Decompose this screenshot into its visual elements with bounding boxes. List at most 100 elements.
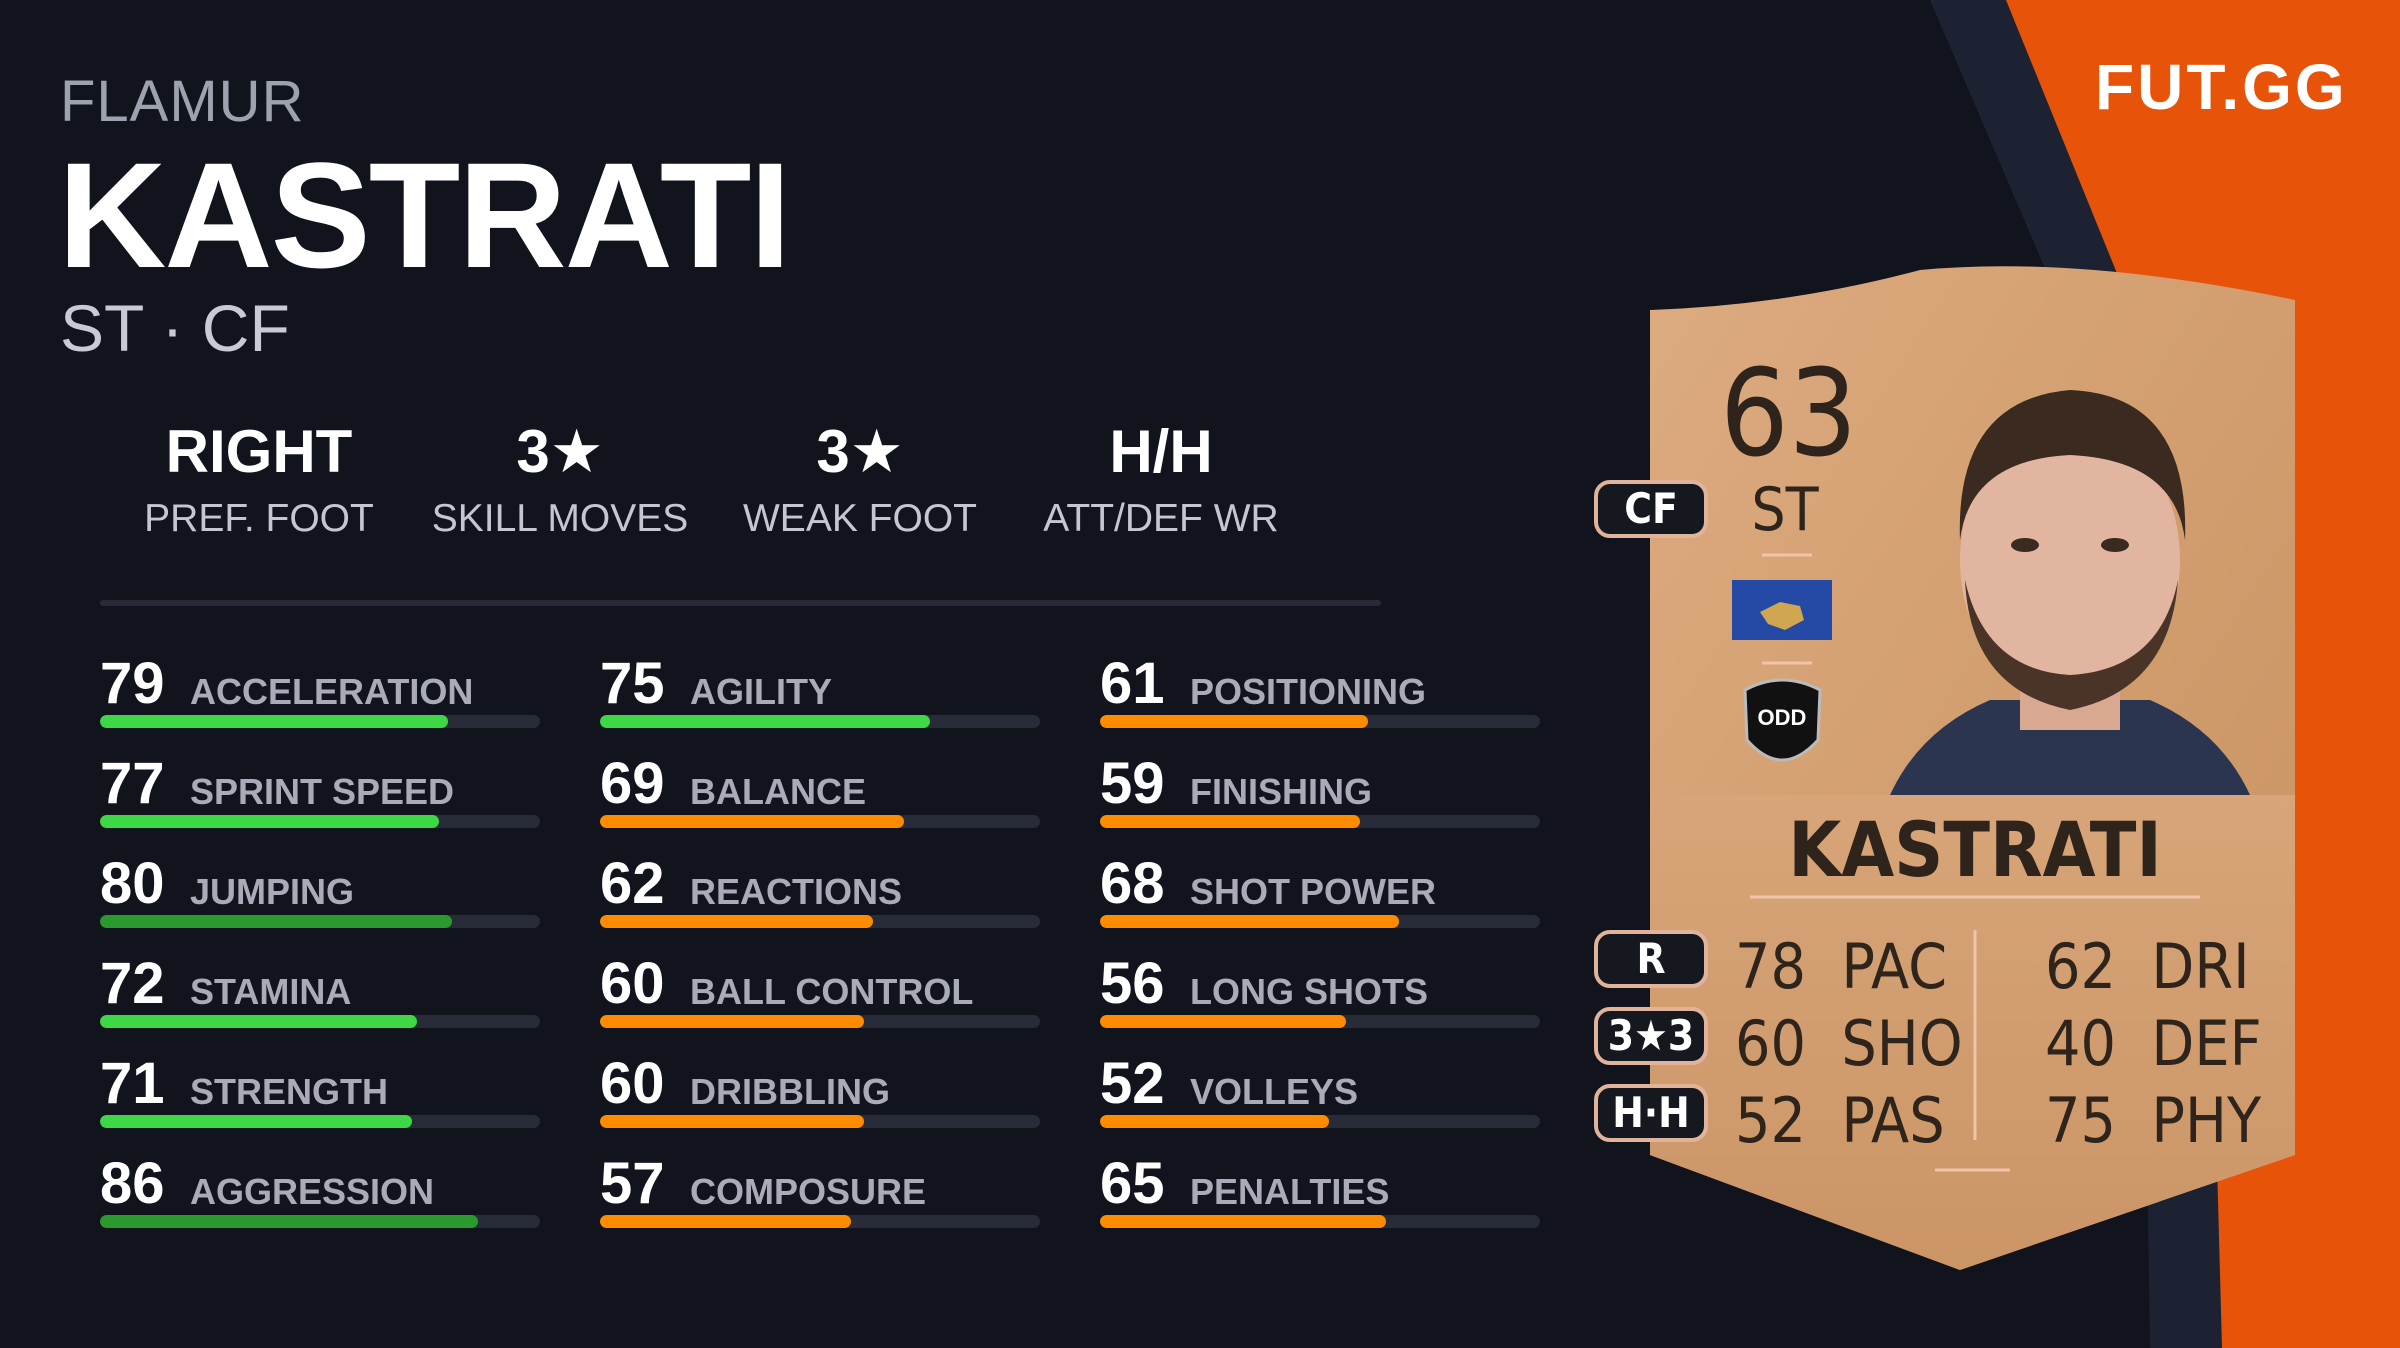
svg-text:ODD: ODD <box>1758 705 1807 730</box>
stat-value: 69 <box>600 751 665 816</box>
stat-value: 60 <box>600 1051 665 1116</box>
stat-bar <box>1100 915 1540 928</box>
card-stat-value: 52 <box>1735 1084 1806 1157</box>
stat-bar-fill <box>1100 1115 1329 1128</box>
stat-bar-fill <box>1100 715 1369 728</box>
stat-value: 72 <box>100 951 165 1016</box>
card-stat-label: SHO <box>1841 1007 1963 1080</box>
stat-value: 79 <box>100 651 165 716</box>
stat-value: 77 <box>100 751 165 816</box>
card-stat-pas: 52 PAS <box>1735 1084 1945 1157</box>
stat-bar <box>100 815 540 828</box>
stat-bar-fill <box>100 1015 417 1028</box>
card-stat-def: 40 DEF <box>2045 1007 2262 1080</box>
stat-bar <box>600 815 1040 828</box>
stat-bar-fill <box>600 815 904 828</box>
card-stat-value: 40 <box>2045 1007 2116 1080</box>
stat-label: FINISHING <box>1190 771 1373 812</box>
info-value: RIGHT <box>165 418 353 485</box>
stat-label: VOLLEYS <box>1190 1071 1359 1112</box>
stat-agility: 75 AGILITY <box>600 655 1040 745</box>
stat-ball-control: 60 BALL CONTROL <box>600 955 1040 1045</box>
stat-composure: 57 COMPOSURE <box>600 1155 1040 1245</box>
alt-position-pill: CF <box>1594 480 1708 538</box>
card-name: KASTRATI <box>1788 805 2162 894</box>
stat-label: SPRINT SPEED <box>190 771 455 812</box>
info-label: PREF. FOOT <box>144 497 374 540</box>
card-stat-phy: 75 PHY <box>2045 1084 2261 1157</box>
stat-penalties: 65 PENALTIES <box>1100 1155 1540 1245</box>
info-value: 3★ <box>816 418 904 485</box>
stat-label: AGILITY <box>690 671 832 712</box>
stat-jumping: 80 JUMPING <box>100 855 540 945</box>
stat-label: ACCELERATION <box>190 671 474 712</box>
card-rating: 63 <box>1720 345 1858 484</box>
stat-bar <box>100 715 540 728</box>
work-rate-pill: H·H <box>1594 1084 1708 1142</box>
card-stat-value: 60 <box>1735 1007 1806 1080</box>
stat-bar-fill <box>1100 915 1400 928</box>
info-value: 3★ <box>516 418 604 485</box>
stat-bar-fill <box>100 1215 479 1228</box>
first-name: FLAMUR <box>60 69 305 134</box>
stat-value: 57 <box>600 1151 665 1216</box>
card-position: ST <box>1751 475 1819 545</box>
stat-strength: 71 STRENGTH <box>100 1055 540 1145</box>
stat-label: SHOT POWER <box>1190 871 1437 912</box>
stat-bar <box>1100 1215 1540 1228</box>
stat-label: STRENGTH <box>190 1071 388 1112</box>
card-stat-sho: 60 SHO <box>1735 1007 1963 1080</box>
stat-value: 86 <box>100 1151 165 1216</box>
stat-bar <box>600 715 1040 728</box>
stat-acceleration: 79 ACCELERATION <box>100 655 540 745</box>
stat-value: 71 <box>100 1051 165 1116</box>
stat-bar-fill <box>600 1115 864 1128</box>
stat-label: STAMINA <box>190 971 352 1012</box>
stat-dribbling: 60 DRIBBLING <box>600 1055 1040 1145</box>
stat-label: REACTIONS <box>690 871 903 912</box>
stat-bar <box>100 1215 540 1228</box>
player-photo <box>1890 390 2250 795</box>
card-stat-label: PAS <box>1841 1084 1945 1157</box>
positions: ST · CF <box>60 291 290 365</box>
stat-value: 68 <box>1100 851 1165 916</box>
stat-bar-fill <box>600 1015 864 1028</box>
stat-aggression: 86 AGGRESSION <box>100 1155 540 1245</box>
card-stat-value: 75 <box>2045 1084 2116 1157</box>
stat-long-shots: 56 LONG SHOTS <box>1100 955 1540 1045</box>
stat-bar <box>100 915 540 928</box>
stat-finishing: 59 FINISHING <box>1100 755 1540 845</box>
stat-bar-fill <box>100 815 439 828</box>
divider <box>100 600 1381 606</box>
info-value: H/H <box>1109 418 1213 485</box>
stat-bar-fill <box>600 915 873 928</box>
stat-label: PENALTIES <box>1190 1171 1390 1212</box>
stat-bar <box>1100 715 1540 728</box>
info-skill-moves: 3★ SKILL MOVES <box>410 420 710 541</box>
info-weak-foot: 3★ WEAK FOOT <box>710 420 1010 541</box>
stat-bar-fill <box>100 715 448 728</box>
stat-bar <box>1100 815 1540 828</box>
info-label: ATT/DEF WR <box>1043 497 1279 540</box>
stat-value: 60 <box>600 951 665 1016</box>
stat-value: 59 <box>1100 751 1165 816</box>
fut-gg-logo[interactable]: FUT.GG <box>2095 51 2348 123</box>
stat-bar <box>1100 1015 1540 1028</box>
stat-bar <box>600 915 1040 928</box>
stat-bar <box>600 1115 1040 1128</box>
stat-label: POSITIONING <box>1190 671 1427 712</box>
stat-reactions: 62 REACTIONS <box>600 855 1040 945</box>
stat-bar <box>600 1015 1040 1028</box>
stat-bar-fill <box>600 1215 851 1228</box>
stat-value: 65 <box>1100 1151 1165 1216</box>
stat-volleys: 52 VOLLEYS <box>1100 1055 1540 1145</box>
stat-value: 61 <box>1100 651 1165 716</box>
info-pref-foot: RIGHT PREF. FOOT <box>109 420 409 541</box>
stat-label: LONG SHOTS <box>1190 971 1429 1012</box>
stat-value: 80 <box>100 851 165 916</box>
card-stat-label: DEF <box>2151 1007 2262 1080</box>
stat-label: BALANCE <box>690 771 866 812</box>
stat-bar-fill <box>100 915 452 928</box>
stat-stamina: 72 STAMINA <box>100 955 540 1045</box>
kosovo-flag-icon <box>1732 580 1832 640</box>
